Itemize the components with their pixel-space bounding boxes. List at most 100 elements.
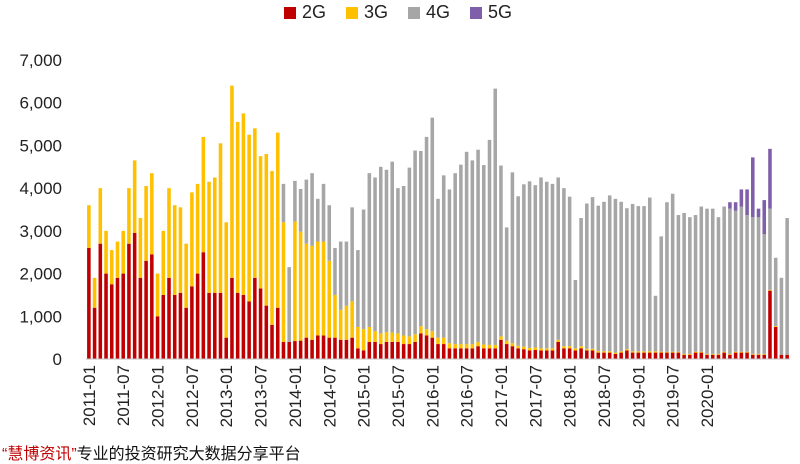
- bar-3g: [705, 353, 709, 355]
- bar-4g: [401, 186, 406, 336]
- bar-4g: [670, 193, 675, 352]
- bar-2g: [98, 243, 103, 359]
- bar-2g: [556, 341, 560, 359]
- bar-3g: [275, 132, 280, 308]
- bar-3g: [636, 351, 641, 353]
- bar-4g: [733, 210, 738, 352]
- bar-4g: [773, 257, 778, 327]
- bar-2g: [264, 305, 269, 359]
- bar-3g: [579, 346, 583, 349]
- bar-5g: [728, 202, 732, 209]
- bar-2g: [333, 337, 337, 359]
- y-tick-label: 3,000: [19, 222, 62, 241]
- bar-3g: [573, 348, 578, 351]
- bar-2g: [585, 350, 589, 359]
- bar-4g: [441, 175, 446, 338]
- bar-4g: [293, 180, 297, 222]
- bar-2g: [590, 350, 595, 359]
- bar-3g: [104, 230, 108, 274]
- bar-2g: [384, 341, 389, 359]
- bar-4g: [361, 209, 366, 330]
- bar-3g: [270, 171, 274, 325]
- bar-4g: [693, 215, 698, 352]
- bar-4g: [304, 179, 309, 244]
- bar-4g: [298, 189, 303, 232]
- x-tick-label: 2015-07: [389, 365, 408, 427]
- legend-label-4g: 4G: [426, 2, 451, 22]
- bar-2g: [241, 294, 246, 359]
- bar-2g: [722, 352, 726, 359]
- bar-2g: [207, 292, 211, 359]
- bar-4g: [722, 206, 726, 352]
- bar-4g: [768, 208, 772, 290]
- bar-4g: [590, 197, 595, 349]
- bar-2g: [213, 292, 217, 359]
- bar-2g: [281, 341, 286, 359]
- bar-3g: [476, 341, 480, 347]
- bar-2g: [321, 335, 326, 359]
- bar-4g: [487, 139, 492, 345]
- bar-4g: [688, 217, 692, 354]
- bar-2g: [739, 352, 744, 359]
- bar-2g: [92, 307, 97, 359]
- bar-2g: [636, 352, 641, 359]
- bar-4g: [556, 177, 560, 340]
- bar-4g: [316, 198, 320, 242]
- bar-2g: [756, 354, 761, 359]
- bar-2g: [648, 352, 652, 359]
- bar-2g: [224, 337, 228, 359]
- bar-2g: [493, 348, 498, 359]
- bar-3g: [281, 222, 286, 342]
- bar-3g: [218, 143, 223, 293]
- bar-3g: [487, 344, 492, 349]
- x-axis: 2011-01 2011-07 2012-01 2012-07 2013-01 2013-…: [80, 358, 790, 427]
- bar-4g: [333, 247, 337, 295]
- bar-2g: [607, 352, 612, 359]
- bar-3g: [373, 331, 377, 342]
- bar-3g: [722, 351, 726, 353]
- bar-4g: [710, 208, 715, 354]
- bar-2g: [596, 352, 601, 359]
- bar-4g: [648, 197, 652, 352]
- bar-3g: [378, 333, 383, 345]
- bar-3g: [665, 351, 669, 353]
- bar-4g: [745, 215, 749, 352]
- bar-3g: [138, 218, 143, 278]
- bar-4g: [716, 217, 721, 354]
- bar-3g: [607, 351, 612, 353]
- bar-4g: [459, 164, 463, 345]
- bar-3g: [201, 136, 206, 253]
- bar-2g: [373, 341, 377, 359]
- bar-2g: [625, 350, 629, 359]
- bar-4g: [539, 177, 543, 349]
- bar-2g: [499, 339, 503, 359]
- bar-3g: [401, 335, 406, 345]
- bar-3g: [590, 348, 595, 351]
- bar-2g: [619, 352, 623, 359]
- bar-3g: [293, 221, 297, 342]
- bar-2g: [710, 354, 715, 359]
- bar-3g: [327, 260, 332, 338]
- bar-4g: [550, 183, 555, 349]
- bar-3g: [419, 326, 423, 334]
- bar-3g: [413, 334, 417, 342]
- bar-4g: [464, 151, 469, 345]
- bar-3g: [207, 181, 211, 293]
- bar-3g: [699, 351, 704, 353]
- bar-2g: [121, 273, 125, 359]
- bar-2g: [304, 337, 309, 359]
- bar-4g: [573, 279, 578, 349]
- bar-3g: [688, 353, 692, 355]
- bar-3g: [115, 241, 120, 278]
- bar-2g: [459, 348, 463, 359]
- bar-3g: [132, 160, 137, 233]
- bar-3g: [172, 205, 177, 295]
- bar-4g: [482, 165, 486, 345]
- bar-4g: [522, 184, 526, 347]
- bar-3g: [98, 188, 103, 244]
- bar-2g: [699, 352, 704, 359]
- bar-4g: [636, 206, 641, 352]
- x-tick-label: 2016-07: [458, 365, 477, 427]
- bar-3g: [670, 351, 675, 353]
